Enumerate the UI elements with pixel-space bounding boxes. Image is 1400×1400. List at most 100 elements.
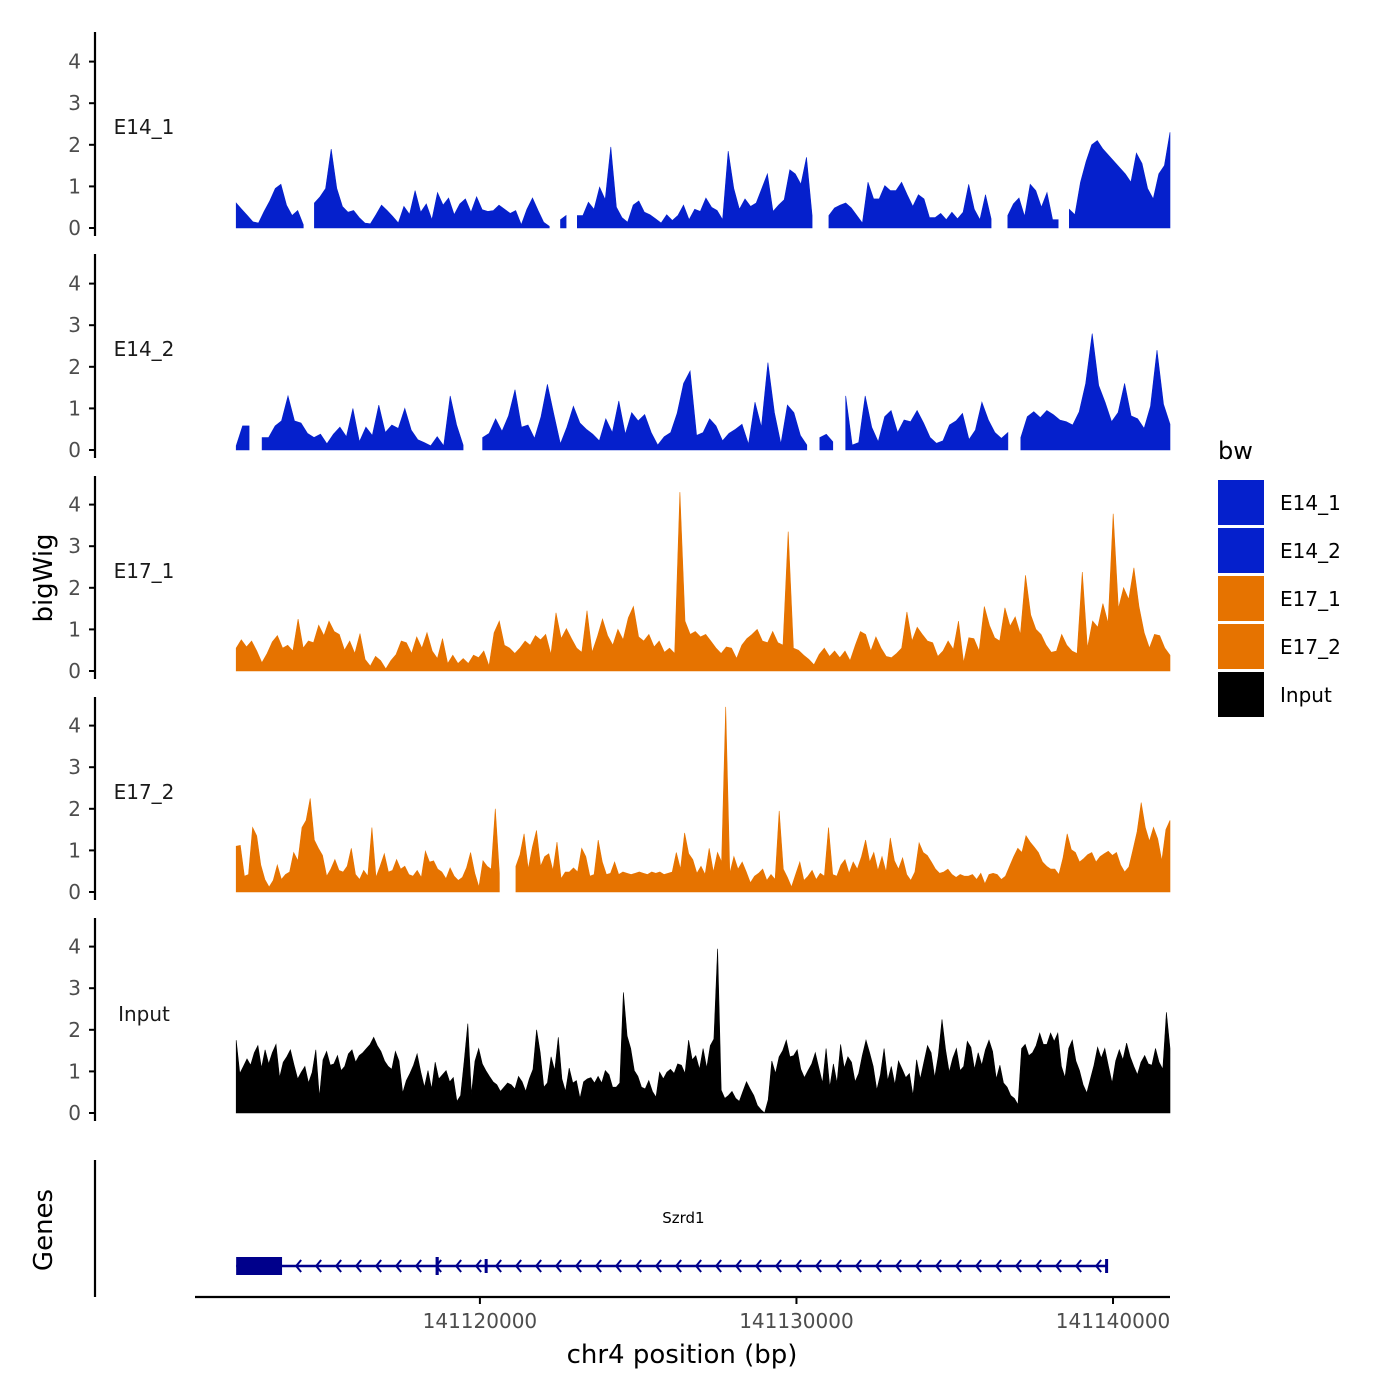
signal-area bbox=[1007, 183, 1059, 229]
y-tick-label: 4 bbox=[68, 272, 81, 296]
track-label: E17_2 bbox=[114, 780, 175, 804]
strand-arrow bbox=[854, 1259, 862, 1273]
y-tick-label: 0 bbox=[68, 216, 81, 240]
y-tick-label: 2 bbox=[68, 355, 81, 379]
track-E17_1: 0 1 2 3 4 E17_1 bbox=[68, 476, 1171, 683]
strand-arrow bbox=[614, 1259, 622, 1273]
strand-arrow bbox=[974, 1259, 982, 1273]
strand-arrow bbox=[394, 1259, 402, 1273]
y-tick-label: 4 bbox=[68, 714, 81, 738]
y-tick-label: 1 bbox=[68, 838, 81, 862]
gene-exon bbox=[236, 1257, 283, 1275]
signal-area bbox=[235, 425, 250, 451]
gene-exon bbox=[1105, 1259, 1109, 1273]
signal-area bbox=[235, 183, 304, 229]
strand-arrow bbox=[914, 1259, 922, 1273]
strand-arrow bbox=[294, 1259, 302, 1273]
y-tick-label: 4 bbox=[68, 493, 81, 517]
signal-area bbox=[560, 214, 567, 229]
strand-arrow bbox=[834, 1259, 842, 1273]
x-tick-label: 141130000 bbox=[739, 1309, 854, 1333]
x-tick-label: 141120000 bbox=[423, 1309, 538, 1333]
y-tick-label: 2 bbox=[68, 576, 81, 600]
track-label: E14_1 bbox=[114, 115, 175, 139]
strand-arrow bbox=[1054, 1259, 1062, 1273]
strand-arrow bbox=[694, 1259, 702, 1273]
y-tick-label: 0 bbox=[68, 659, 81, 683]
genes-track: Szrd1 bbox=[93, 1160, 1109, 1297]
strand-arrow bbox=[934, 1259, 942, 1273]
track-E14_2: 0 1 2 3 4 E14_2 bbox=[68, 254, 1171, 462]
track-label: E14_2 bbox=[114, 337, 175, 361]
strand-arrow bbox=[414, 1259, 422, 1273]
legend-label: Input bbox=[1280, 683, 1332, 707]
legend-swatch bbox=[1218, 528, 1264, 573]
strand-arrow bbox=[1034, 1259, 1042, 1273]
y-tick-label: 4 bbox=[68, 50, 81, 74]
y-tick-label: 2 bbox=[68, 133, 81, 157]
signal-area bbox=[235, 798, 500, 893]
strand-arrow bbox=[314, 1259, 322, 1273]
strand-arrow bbox=[874, 1259, 882, 1273]
strand-arrow bbox=[794, 1259, 802, 1273]
signal-area bbox=[235, 948, 1171, 1114]
legend-item-Input: Input bbox=[1218, 672, 1332, 717]
y-tick-label: 3 bbox=[68, 534, 81, 558]
legend-swatch bbox=[1218, 624, 1264, 669]
strand-arrow bbox=[594, 1259, 602, 1273]
signal-area bbox=[261, 394, 464, 451]
track-E14_1: 0 1 2 3 4 E14_1 bbox=[68, 32, 1171, 240]
strand-arrow bbox=[374, 1259, 382, 1273]
strand-arrow bbox=[994, 1259, 1002, 1273]
signal-area bbox=[819, 433, 834, 451]
signal-area bbox=[515, 706, 1171, 893]
y-tick-label: 1 bbox=[68, 396, 81, 420]
strand-arrow bbox=[674, 1259, 682, 1273]
strand-arrow bbox=[474, 1259, 482, 1273]
strand-arrow bbox=[354, 1259, 362, 1273]
legend-item-E17_1: E17_1 bbox=[1218, 576, 1341, 621]
signal-area bbox=[314, 148, 550, 229]
strand-arrow bbox=[494, 1259, 502, 1273]
strand-arrow bbox=[654, 1259, 662, 1273]
strand-arrow bbox=[754, 1259, 762, 1273]
y-tick-label: 1 bbox=[68, 174, 81, 198]
signal-area bbox=[1069, 132, 1171, 229]
y-tick-label: 1 bbox=[68, 617, 81, 641]
strand-arrow bbox=[574, 1259, 582, 1273]
strand-arrow bbox=[1074, 1259, 1082, 1273]
strand-arrow bbox=[514, 1259, 522, 1273]
signal-tracks: 0 1 2 3 4 E14_1 0 1 2 3 4 E14_2 0 1 2 3 4 E17_1 0 1 2 3 4 E17_2… bbox=[68, 32, 1171, 1125]
strand-arrow bbox=[774, 1259, 782, 1273]
signal-area bbox=[845, 395, 1009, 451]
legend-label: E14_2 bbox=[1280, 539, 1341, 563]
strand-arrow bbox=[814, 1259, 822, 1273]
strand-arrow bbox=[954, 1259, 962, 1273]
strand-arrow bbox=[1014, 1259, 1022, 1273]
strand-arrow bbox=[714, 1259, 722, 1273]
strand-arrow bbox=[894, 1259, 902, 1273]
strand-arrow bbox=[734, 1259, 742, 1273]
legend-swatch bbox=[1218, 576, 1264, 621]
legend-item-E17_2: E17_2 bbox=[1218, 624, 1341, 669]
strand-arrow bbox=[334, 1259, 342, 1273]
y-tick-label: 3 bbox=[68, 313, 81, 337]
x-axis: 141120000 141130000 141140000 bbox=[195, 1295, 1170, 1333]
legend-label: E14_1 bbox=[1280, 491, 1341, 515]
legend-label: E17_2 bbox=[1280, 635, 1341, 659]
y-tick-label: 0 bbox=[68, 880, 81, 904]
legend-item-E14_1: E14_1 bbox=[1218, 480, 1341, 525]
track-Input: 0 1 2 3 4 Input bbox=[68, 918, 1171, 1125]
y-tick-label: 2 bbox=[68, 1018, 81, 1042]
track-label: E17_1 bbox=[114, 559, 175, 583]
y-tick-label: 1 bbox=[68, 1059, 81, 1083]
strand-arrow bbox=[454, 1259, 462, 1273]
genes-track-title: Genes bbox=[29, 1189, 59, 1271]
x-axis-title: chr4 position (bp) bbox=[567, 1340, 798, 1370]
y-tick-label: 3 bbox=[68, 976, 81, 1000]
gene-exon bbox=[435, 1257, 439, 1275]
y-tick-label: 0 bbox=[68, 438, 81, 462]
legend: bw E14_1 E14_2 E17_1 E17_2 Input bbox=[1218, 437, 1341, 717]
legend-item-E14_2: E14_2 bbox=[1218, 528, 1341, 573]
